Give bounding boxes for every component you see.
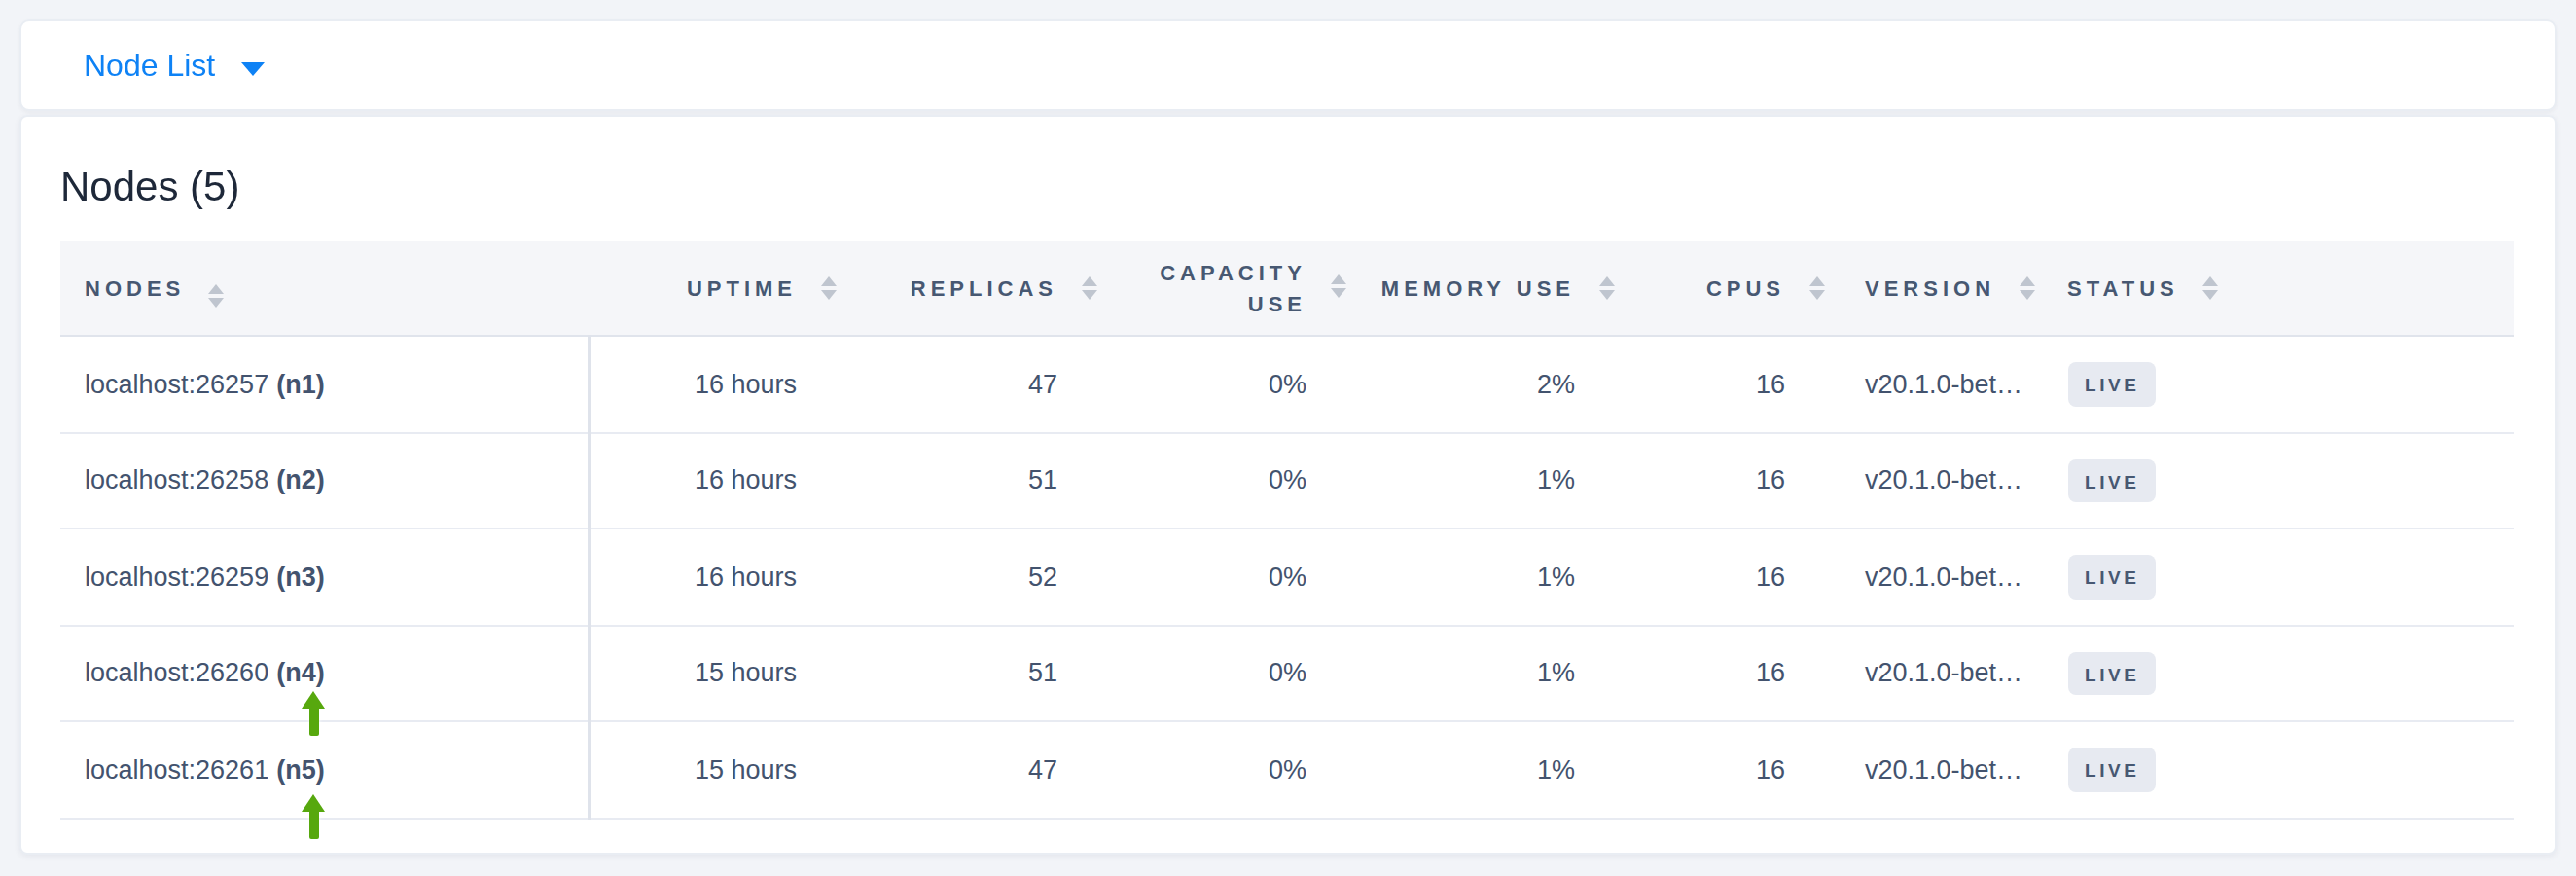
column-header-nodes[interactable]: NODES: [60, 273, 588, 305]
uptime-cell: 16 hours: [588, 370, 819, 399]
node-address-cell: localhost:26259 (n3): [60, 529, 588, 624]
cpus-cell: 16: [1597, 755, 1807, 785]
memory-use-cell: 1%: [1329, 563, 1597, 592]
sort-icon[interactable]: [2202, 276, 2218, 300]
node-id: (n2): [276, 466, 325, 495]
table-row[interactable]: localhost:26258 (n2) 16 hours 51 0% 1% 1…: [60, 433, 2514, 529]
column-header-cpus[interactable]: CPUS: [1597, 273, 1807, 305]
node-id: (n1): [276, 370, 325, 399]
column-divider: [588, 335, 590, 819]
status-cell: LIVE: [2037, 555, 2514, 599]
capacity-use-cell: 0%: [1080, 466, 1329, 495]
status-badge: LIVE: [2067, 651, 2156, 695]
version-cell: v20.1.0-bet…: [1807, 755, 2037, 785]
table-row[interactable]: localhost:26257 (n1) 16 hours 47 0% 2% 1…: [60, 337, 2514, 433]
column-header-replicas[interactable]: REPLICAS: [819, 273, 1080, 305]
version-cell: v20.1.0-bet…: [1807, 659, 2037, 688]
column-header-capacity-use[interactable]: CAPACITY USE: [1080, 256, 1329, 320]
sort-icon[interactable]: [2019, 276, 2034, 300]
page-title: Nodes (5): [60, 164, 239, 210]
capacity-use-cell: 0%: [1080, 370, 1329, 399]
version-cell: v20.1.0-bet…: [1807, 370, 2037, 399]
node-address-cell: localhost:26260 (n4): [60, 626, 588, 720]
status-badge: LIVE: [2067, 458, 2156, 502]
node-id: (n4): [276, 659, 325, 688]
node-address-cell: localhost:26258 (n2): [60, 433, 588, 528]
nodes-table: NODES UPTIME REPLICAS CAPACITY USE MEMOR…: [60, 241, 2514, 819]
node-list-dropdown-label: Node List: [84, 48, 215, 83]
uptime-cell: 16 hours: [588, 466, 819, 495]
table-header-row: NODES UPTIME REPLICAS CAPACITY USE MEMOR…: [60, 241, 2514, 337]
node-list-page: Node List Nodes (5) NODES UPTIME REPLICA…: [0, 0, 2576, 876]
sort-icon[interactable]: [208, 284, 224, 308]
column-header-memory-use[interactable]: MEMORY USE: [1329, 273, 1597, 305]
capacity-use-cell: 0%: [1080, 563, 1329, 592]
uptime-cell: 15 hours: [588, 659, 819, 688]
table-row[interactable]: localhost:26260 (n4) 15 hours 51 0% 1% 1…: [60, 626, 2514, 722]
table-row[interactable]: localhost:26259 (n3) 16 hours 52 0% 1% 1…: [60, 529, 2514, 626]
status-cell: LIVE: [2037, 748, 2514, 791]
uptime-cell: 15 hours: [588, 755, 819, 785]
cpus-cell: 16: [1597, 563, 1807, 592]
memory-use-cell: 1%: [1329, 466, 1597, 495]
status-badge: LIVE: [2067, 555, 2156, 599]
replicas-cell: 51: [819, 659, 1080, 688]
version-cell: v20.1.0-bet…: [1807, 563, 2037, 592]
cpus-cell: 16: [1597, 466, 1807, 495]
column-header-uptime[interactable]: UPTIME: [588, 273, 819, 305]
capacity-use-cell: 0%: [1080, 659, 1329, 688]
replicas-cell: 47: [819, 370, 1080, 399]
node-address: localhost:26259: [85, 563, 268, 592]
nodes-card: Nodes (5) NODES UPTIME REPLICAS CAPACITY…: [19, 115, 2557, 855]
green-up-arrow-icon: [302, 794, 327, 839]
replicas-cell: 52: [819, 563, 1080, 592]
column-header-version[interactable]: VERSION: [1807, 273, 2037, 305]
replicas-cell: 47: [819, 755, 1080, 785]
column-header-status[interactable]: STATUS: [2037, 273, 2514, 305]
node-id: (n5): [276, 755, 325, 785]
version-cell: v20.1.0-bet…: [1807, 466, 2037, 495]
memory-use-cell: 2%: [1329, 370, 1597, 399]
cpus-cell: 16: [1597, 659, 1807, 688]
status-badge: LIVE: [2067, 748, 2156, 791]
memory-use-cell: 1%: [1329, 659, 1597, 688]
green-up-arrow-icon: [302, 690, 327, 735]
status-badge: LIVE: [2067, 362, 2156, 406]
node-address: localhost:26261: [85, 755, 268, 785]
view-selector-bar: Node List: [19, 19, 2557, 111]
node-address: localhost:26258: [85, 466, 268, 495]
status-cell: LIVE: [2037, 651, 2514, 695]
node-address: localhost:26257: [85, 370, 268, 399]
chevron-down-icon: [240, 61, 264, 75]
capacity-use-cell: 0%: [1080, 755, 1329, 785]
status-cell: LIVE: [2037, 458, 2514, 502]
node-address-cell: localhost:26261 (n5): [60, 722, 588, 817]
table-row[interactable]: localhost:26261 (n5) 15 hours 47 0% 1% 1…: [60, 722, 2514, 819]
node-address-cell: localhost:26257 (n1): [60, 337, 588, 431]
node-id: (n3): [276, 563, 325, 592]
status-cell: LIVE: [2037, 362, 2514, 406]
memory-use-cell: 1%: [1329, 755, 1597, 785]
cpus-cell: 16: [1597, 370, 1807, 399]
replicas-cell: 51: [819, 466, 1080, 495]
node-list-dropdown[interactable]: Node List: [84, 48, 264, 83]
node-address: localhost:26260: [85, 659, 268, 688]
uptime-cell: 16 hours: [588, 563, 819, 592]
